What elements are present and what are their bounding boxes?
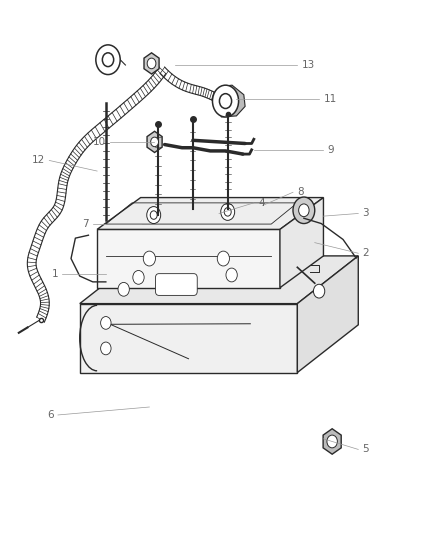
Text: 3: 3: [363, 208, 369, 219]
Polygon shape: [280, 198, 323, 288]
Circle shape: [327, 435, 337, 448]
Circle shape: [217, 251, 230, 266]
Polygon shape: [97, 198, 323, 229]
Polygon shape: [221, 85, 245, 117]
Circle shape: [151, 137, 159, 147]
Text: 1: 1: [51, 270, 58, 279]
Circle shape: [101, 342, 111, 355]
Text: 10: 10: [93, 137, 106, 147]
Text: 9: 9: [328, 145, 335, 155]
Text: 13: 13: [302, 60, 315, 70]
Text: 4: 4: [258, 198, 265, 208]
Circle shape: [102, 53, 114, 67]
Polygon shape: [297, 256, 358, 373]
FancyBboxPatch shape: [155, 273, 197, 295]
Circle shape: [101, 317, 111, 329]
Circle shape: [147, 58, 156, 69]
Circle shape: [293, 197, 315, 223]
Polygon shape: [80, 304, 297, 373]
Polygon shape: [97, 229, 280, 288]
Circle shape: [212, 85, 239, 117]
Circle shape: [150, 211, 157, 219]
Circle shape: [143, 251, 155, 266]
Text: 8: 8: [297, 187, 304, 197]
Circle shape: [133, 270, 144, 284]
Text: 2: 2: [363, 248, 369, 259]
Polygon shape: [144, 53, 159, 74]
Circle shape: [224, 208, 231, 216]
Text: 12: 12: [32, 156, 45, 165]
Text: 6: 6: [47, 410, 53, 420]
Circle shape: [226, 268, 237, 282]
Circle shape: [219, 94, 232, 109]
Text: 5: 5: [363, 445, 369, 455]
Text: 7: 7: [82, 219, 88, 229]
Circle shape: [118, 282, 129, 296]
Circle shape: [314, 284, 325, 298]
Polygon shape: [147, 131, 162, 152]
Circle shape: [299, 204, 309, 216]
Circle shape: [147, 207, 161, 223]
Circle shape: [221, 204, 235, 220]
Circle shape: [96, 45, 120, 75]
Polygon shape: [80, 256, 358, 304]
Text: 11: 11: [323, 94, 337, 104]
Polygon shape: [323, 429, 341, 454]
